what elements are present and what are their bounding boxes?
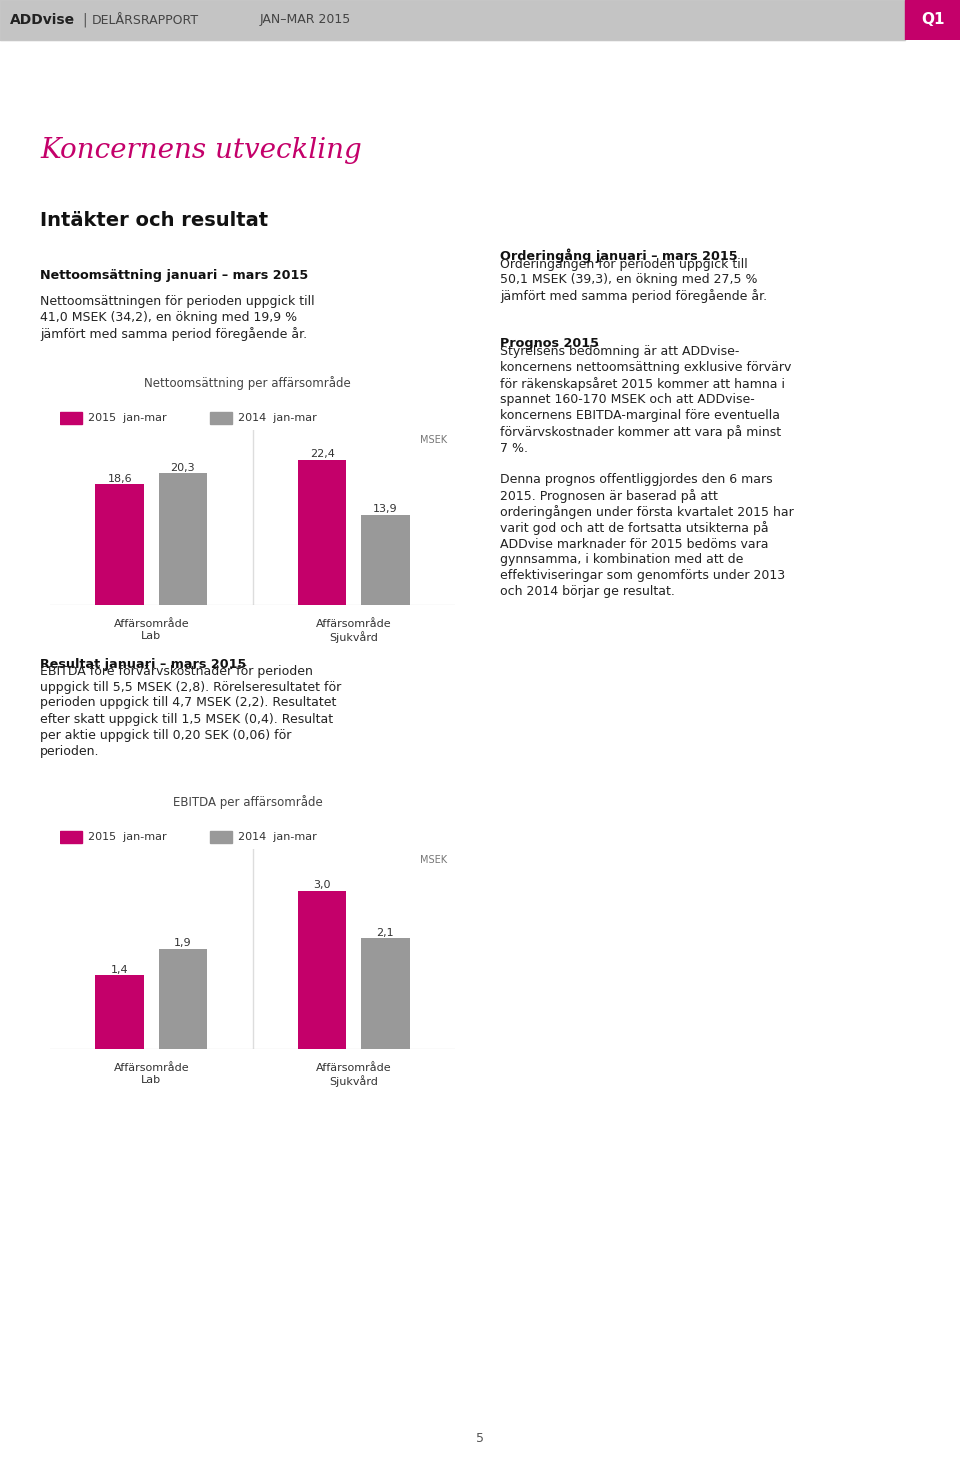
Text: varit god och att de fortsatta utsikterna på: varit god och att de fortsatta utsiktern… (500, 521, 769, 535)
Text: EBITDA per affärsområde: EBITDA per affärsområde (173, 794, 323, 809)
Text: 2015. Prognosen är baserad på att: 2015. Prognosen är baserad på att (500, 488, 718, 503)
Text: koncernens EBITDA-marginal före eventuella: koncernens EBITDA-marginal före eventuel… (500, 409, 780, 422)
Text: Resultat januari – mars 2015: Resultat januari – mars 2015 (40, 659, 247, 671)
Text: 13,9: 13,9 (373, 505, 397, 515)
Text: 7 %.: 7 %. (500, 441, 528, 455)
Bar (95, 484, 144, 605)
Text: |: | (82, 13, 86, 28)
Bar (210, 412, 231, 424)
Text: jämfört med samma period föregående år.: jämfört med samma period föregående år. (500, 288, 767, 303)
Text: Intäkter och resultat: Intäkter och resultat (40, 212, 268, 231)
Text: perioden.: perioden. (40, 744, 100, 758)
Text: orderingången under första kvartalet 2015 har: orderingången under första kvartalet 201… (500, 505, 794, 519)
Bar (60, 412, 82, 424)
Text: 3,0: 3,0 (313, 881, 331, 890)
Text: Denna prognos offentliggjordes den 6 mars: Denna prognos offentliggjordes den 6 mar… (500, 474, 773, 487)
Text: DELÅRSRAPPORT: DELÅRSRAPPORT (92, 13, 199, 26)
Text: och 2014 börjar ge resultat.: och 2014 börjar ge resultat. (500, 585, 675, 599)
Text: 2014  jan-mar: 2014 jan-mar (238, 833, 317, 841)
Bar (158, 949, 207, 1049)
Text: 18,6: 18,6 (108, 474, 132, 484)
Text: 1,9: 1,9 (174, 938, 192, 949)
Text: spannet 160-170 MSEK och att ADDvise-: spannet 160-170 MSEK och att ADDvise- (500, 394, 755, 406)
Text: Koncernens utveckling: Koncernens utveckling (40, 137, 362, 163)
Text: Affärsområde
Lab: Affärsområde Lab (113, 619, 189, 641)
Text: Q1: Q1 (922, 12, 945, 28)
Text: gynnsamma, i kombination med att de: gynnsamma, i kombination med att de (500, 553, 743, 566)
Bar (298, 891, 347, 1049)
Text: MSEK: MSEK (420, 435, 447, 446)
Text: 22,4: 22,4 (310, 449, 335, 459)
Text: Orderingång januari – mars 2015: Orderingång januari – mars 2015 (500, 249, 737, 263)
Text: 1,4: 1,4 (110, 965, 129, 975)
Text: Affärsområde
Sjukvård: Affärsområde Sjukvård (316, 619, 392, 643)
Bar (905, 0, 960, 40)
Text: 41,0 MSEK (34,2), en ökning med 19,9 %: 41,0 MSEK (34,2), en ökning med 19,9 % (40, 312, 298, 325)
Text: 2,1: 2,1 (376, 928, 395, 938)
Text: uppgick till 5,5 MSEK (2,8). Rörelseresultatet för: uppgick till 5,5 MSEK (2,8). Rörelseresu… (40, 681, 341, 693)
Text: koncernens nettoomsättning exklusive förvärv: koncernens nettoomsättning exklusive för… (500, 362, 791, 375)
Text: Affärsområde
Sjukvård: Affärsområde Sjukvård (316, 1064, 392, 1087)
Bar (361, 515, 410, 605)
Text: Prognos 2015: Prognos 2015 (500, 337, 599, 350)
Text: 20,3: 20,3 (171, 463, 195, 472)
Text: 5: 5 (476, 1433, 484, 1446)
Text: 50,1 MSEK (39,3), en ökning med 27,5 %: 50,1 MSEK (39,3), en ökning med 27,5 % (500, 274, 757, 287)
Text: 2014  jan-mar: 2014 jan-mar (238, 413, 317, 424)
Bar (60, 831, 82, 843)
Text: Nettoomsättning per affärsområde: Nettoomsättning per affärsområde (144, 377, 350, 390)
Text: EBITDA före förvärvskostnader för perioden: EBITDA före förvärvskostnader för period… (40, 665, 313, 678)
Text: jämfört med samma period föregående år.: jämfört med samma period föregående år. (40, 327, 307, 341)
Text: perioden uppgick till 4,7 MSEK (2,2). Resultatet: perioden uppgick till 4,7 MSEK (2,2). Re… (40, 696, 336, 709)
Text: 2015  jan-mar: 2015 jan-mar (87, 413, 166, 424)
Text: MSEK: MSEK (420, 855, 447, 865)
Text: efter skatt uppgick till 1,5 MSEK (0,4). Resultat: efter skatt uppgick till 1,5 MSEK (0,4).… (40, 712, 333, 725)
Bar (210, 831, 231, 843)
Bar (298, 460, 347, 605)
Bar (95, 975, 144, 1049)
Text: effektiviseringar som genomförts under 2013: effektiviseringar som genomförts under 2… (500, 569, 785, 583)
Text: Styrelsens bedömning är att ADDvise-: Styrelsens bedömning är att ADDvise- (500, 346, 739, 359)
Text: ADDvise: ADDvise (10, 13, 75, 26)
Text: JAN–MAR 2015: JAN–MAR 2015 (260, 13, 351, 26)
Text: per aktie uppgick till 0,20 SEK (0,06) för: per aktie uppgick till 0,20 SEK (0,06) f… (40, 728, 292, 741)
Text: för räkenskapsåret 2015 kommer att hamna i: för räkenskapsåret 2015 kommer att hamna… (500, 377, 785, 391)
Text: förvärvskostnader kommer att vara på minst: förvärvskostnader kommer att vara på min… (500, 425, 781, 438)
Text: Orderingången för perioden uppgick till: Orderingången för perioden uppgick till (500, 257, 748, 271)
Text: 2015  jan-mar: 2015 jan-mar (87, 833, 166, 841)
Bar (158, 474, 207, 605)
Bar (361, 938, 410, 1049)
Text: Affärsområde
Lab: Affärsområde Lab (113, 1064, 189, 1084)
Text: Nettoomsättning januari – mars 2015: Nettoomsättning januari – mars 2015 (40, 269, 308, 281)
Text: Nettoomsättningen för perioden uppgick till: Nettoomsättningen för perioden uppgick t… (40, 296, 315, 309)
Text: ADDvise marknader för 2015 bedöms vara: ADDvise marknader för 2015 bedöms vara (500, 537, 769, 550)
